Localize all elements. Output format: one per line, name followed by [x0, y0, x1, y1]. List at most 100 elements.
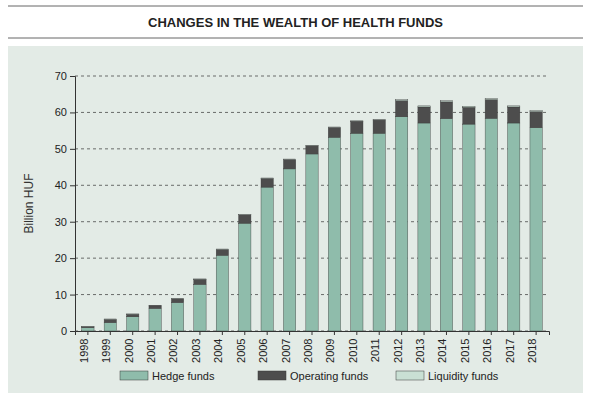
- tick: 1998: [78, 331, 90, 363]
- tick-mark: [132, 331, 133, 335]
- legend-item: Liquidity funds: [396, 370, 499, 382]
- tick: 2018: [526, 331, 538, 363]
- chart: CHANGES IN THE WEALTH OF HEALTH FUNDS 0 10…: [0, 0, 591, 395]
- tick-mark: [289, 331, 290, 335]
- bar-segment: [373, 119, 385, 120]
- tick-mark: [513, 331, 514, 335]
- tick-mark: [244, 331, 245, 335]
- tick-mark: [401, 331, 402, 335]
- tick-mark: [70, 222, 75, 223]
- bar-segment: [127, 317, 139, 331]
- bar-segment: [283, 159, 295, 160]
- bar-segment: [149, 308, 161, 331]
- bar-segment: [530, 112, 542, 128]
- bar-segment: [216, 249, 228, 250]
- tick-label: 2008: [302, 339, 314, 363]
- title: CHANGES IN THE WEALTH OF HEALTH FUNDS: [148, 15, 443, 30]
- tick-label: 2000: [123, 339, 135, 363]
- tick: 2009: [324, 331, 336, 363]
- bar-segment: [351, 121, 363, 133]
- bar-segment: [463, 106, 475, 107]
- tick-label: 2007: [280, 339, 292, 363]
- bar-segment: [463, 124, 475, 331]
- tick-mark: [446, 331, 447, 335]
- bar-segment: [418, 123, 430, 331]
- tick: 20: [55, 252, 75, 264]
- tick-mark: [536, 331, 537, 335]
- bar-segment: [149, 306, 161, 309]
- tick: 10: [55, 289, 75, 301]
- bar-segment: [440, 119, 452, 331]
- bar-segment: [127, 314, 139, 317]
- tick-label: 30: [55, 216, 67, 228]
- tick-mark: [356, 331, 357, 335]
- bar-segment: [351, 120, 363, 121]
- series: [82, 117, 543, 331]
- tick-label: 2009: [324, 339, 336, 363]
- tick-label: 1998: [78, 339, 90, 363]
- tick-mark: [334, 331, 335, 335]
- bar-segment: [306, 146, 318, 154]
- tick: 0: [61, 325, 75, 337]
- plot: 0102030405060701998199920002001200220032…: [55, 70, 550, 363]
- tick-mark: [70, 76, 75, 77]
- bar-segment: [171, 303, 183, 331]
- tick: 70: [55, 70, 75, 82]
- y-axis-label: Billion HUF: [22, 173, 36, 233]
- bar-segment: [395, 101, 407, 117]
- bar-segment: [261, 187, 273, 331]
- tick: 2010: [347, 331, 359, 363]
- tick: 2006: [257, 331, 269, 363]
- tick-mark: [468, 331, 469, 335]
- tick-label: 10: [55, 289, 67, 301]
- tick-label: 2012: [392, 339, 404, 363]
- tick-label: 1999: [100, 339, 112, 363]
- tick: 2015: [459, 331, 471, 363]
- tick-mark: [199, 331, 200, 335]
- bar-segment: [283, 159, 295, 168]
- tick: 2003: [190, 331, 202, 363]
- series: [82, 99, 543, 327]
- bar-segment: [216, 249, 228, 255]
- bar-segment: [440, 101, 452, 102]
- bar-segment: [194, 284, 206, 331]
- legend-label: Liquidity funds: [428, 370, 499, 382]
- bar-segment: [149, 305, 161, 306]
- tick-mark: [70, 112, 75, 113]
- grid-line: [75, 76, 549, 77]
- bar-segment: [239, 223, 251, 331]
- bar-segment: [306, 145, 318, 146]
- x-axis: 1998199920002001200220032004200520062007…: [76, 331, 550, 363]
- legend-item: Hedge funds: [120, 370, 215, 382]
- tick-label: 40: [55, 179, 67, 191]
- bar-segment: [351, 133, 363, 331]
- series: [82, 100, 543, 328]
- bar-segment: [82, 328, 94, 331]
- axis-line: [70, 77, 76, 332]
- tick: 2001: [145, 331, 157, 363]
- tick-label: 2013: [414, 339, 426, 363]
- tick-label: 2010: [347, 339, 359, 363]
- bar-segment: [395, 117, 407, 331]
- tick-label: 2001: [145, 339, 157, 363]
- tick-mark: [424, 331, 425, 335]
- y-axis: 010203040506070: [55, 70, 76, 337]
- tick-label: 2011: [369, 339, 381, 363]
- tick-mark: [70, 149, 75, 150]
- bar-segment: [508, 106, 520, 107]
- bar-segment: [485, 100, 497, 119]
- tick-label: 2016: [481, 339, 493, 363]
- legend: Hedge fundsOperating fundsLiquidity fund…: [120, 370, 499, 382]
- bar-segment: [194, 278, 206, 279]
- tick: 2013: [414, 331, 426, 363]
- axis-line: [76, 332, 550, 336]
- tick-mark: [70, 258, 75, 259]
- legend-swatch: [120, 371, 148, 380]
- tick: 2004: [212, 331, 224, 363]
- bars: [82, 99, 543, 331]
- bar-segment: [82, 327, 94, 328]
- tick-mark: [70, 295, 75, 296]
- tick-mark: [379, 331, 380, 335]
- tick: 1999: [100, 331, 112, 363]
- tick: 2014: [436, 331, 448, 363]
